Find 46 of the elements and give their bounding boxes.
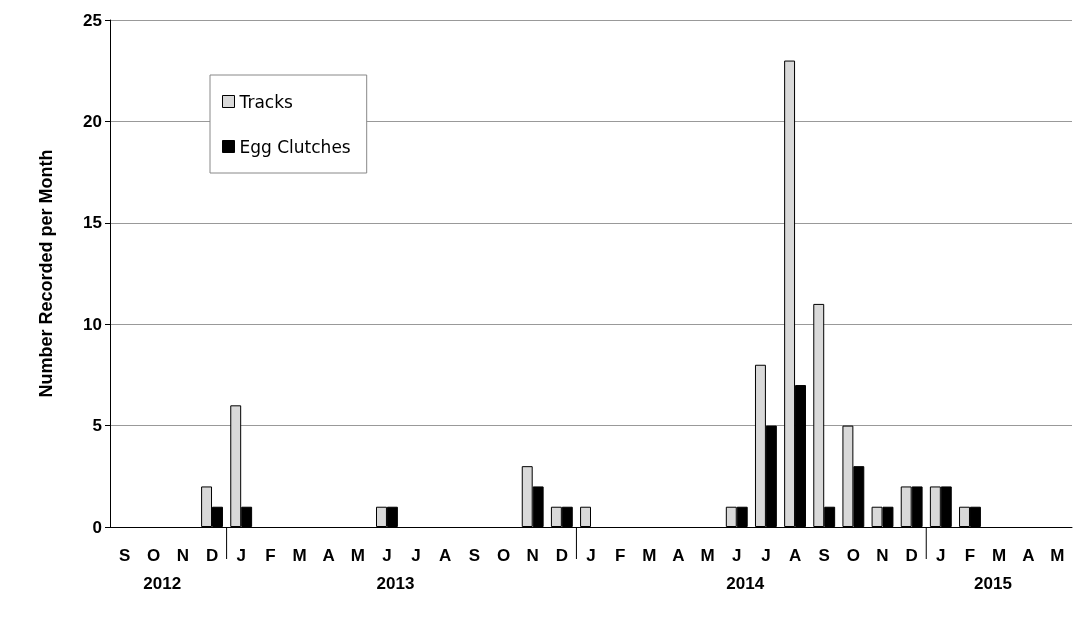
x-tick-label: J	[732, 546, 742, 565]
y-axis-title: Number Recorded per Month	[36, 149, 56, 398]
x-tick-label: M	[992, 546, 1007, 565]
y-tick-label: 15	[83, 213, 102, 233]
x-tick-label: A	[322, 546, 335, 565]
x-tick-label: J	[382, 546, 392, 565]
legend-label: Tracks	[238, 91, 293, 112]
x-tick-label: D	[905, 546, 918, 565]
x-tick-label: S	[818, 546, 830, 565]
x-tick-label: J	[236, 546, 246, 565]
x-tick-label: F	[614, 546, 626, 565]
x-tick-label: M	[292, 546, 307, 565]
y-tick-label: 25	[83, 10, 102, 30]
x-tick-label: F	[265, 546, 276, 565]
x-tick-label: S	[118, 546, 131, 565]
x-tick-label: J	[761, 546, 771, 565]
text: 2015	[974, 574, 1012, 593]
legend-label: Egg Clutches	[239, 136, 351, 157]
y-tick-label: 5	[92, 416, 102, 436]
x-tick-label: N	[876, 546, 889, 565]
x-tick-label: J	[586, 546, 596, 565]
x-tick-label: D	[555, 546, 568, 565]
x-tick-label: A	[1022, 546, 1035, 565]
x-tick-label: A	[439, 546, 452, 565]
x-tick-label: M	[350, 546, 365, 565]
x-tick-label: O	[846, 546, 860, 565]
text: 2013	[376, 574, 415, 593]
x-tick-label: J	[936, 546, 946, 565]
x-tick-label: O	[496, 546, 511, 565]
x-tick-label: M	[700, 546, 715, 565]
x-tick-label: O	[147, 546, 161, 565]
x-tick-label: F	[964, 546, 976, 565]
x-tick-label: A	[672, 546, 685, 565]
y-tick-label: 20	[83, 111, 102, 131]
y-tick-label: 0	[92, 517, 102, 537]
y-tick-label: 10	[83, 314, 102, 334]
x-tick-label: S	[468, 546, 481, 565]
x-tick-label: J	[411, 546, 421, 565]
x-tick-label: M	[642, 546, 657, 565]
x-tick-label: A	[788, 546, 802, 565]
x-tick-label: N	[526, 546, 539, 565]
x-tick-label: N	[176, 546, 190, 565]
text: 2014	[726, 574, 765, 593]
text: 2012	[143, 574, 182, 593]
x-tick-label: D	[205, 546, 219, 565]
x-tick-label: M	[1050, 546, 1065, 565]
